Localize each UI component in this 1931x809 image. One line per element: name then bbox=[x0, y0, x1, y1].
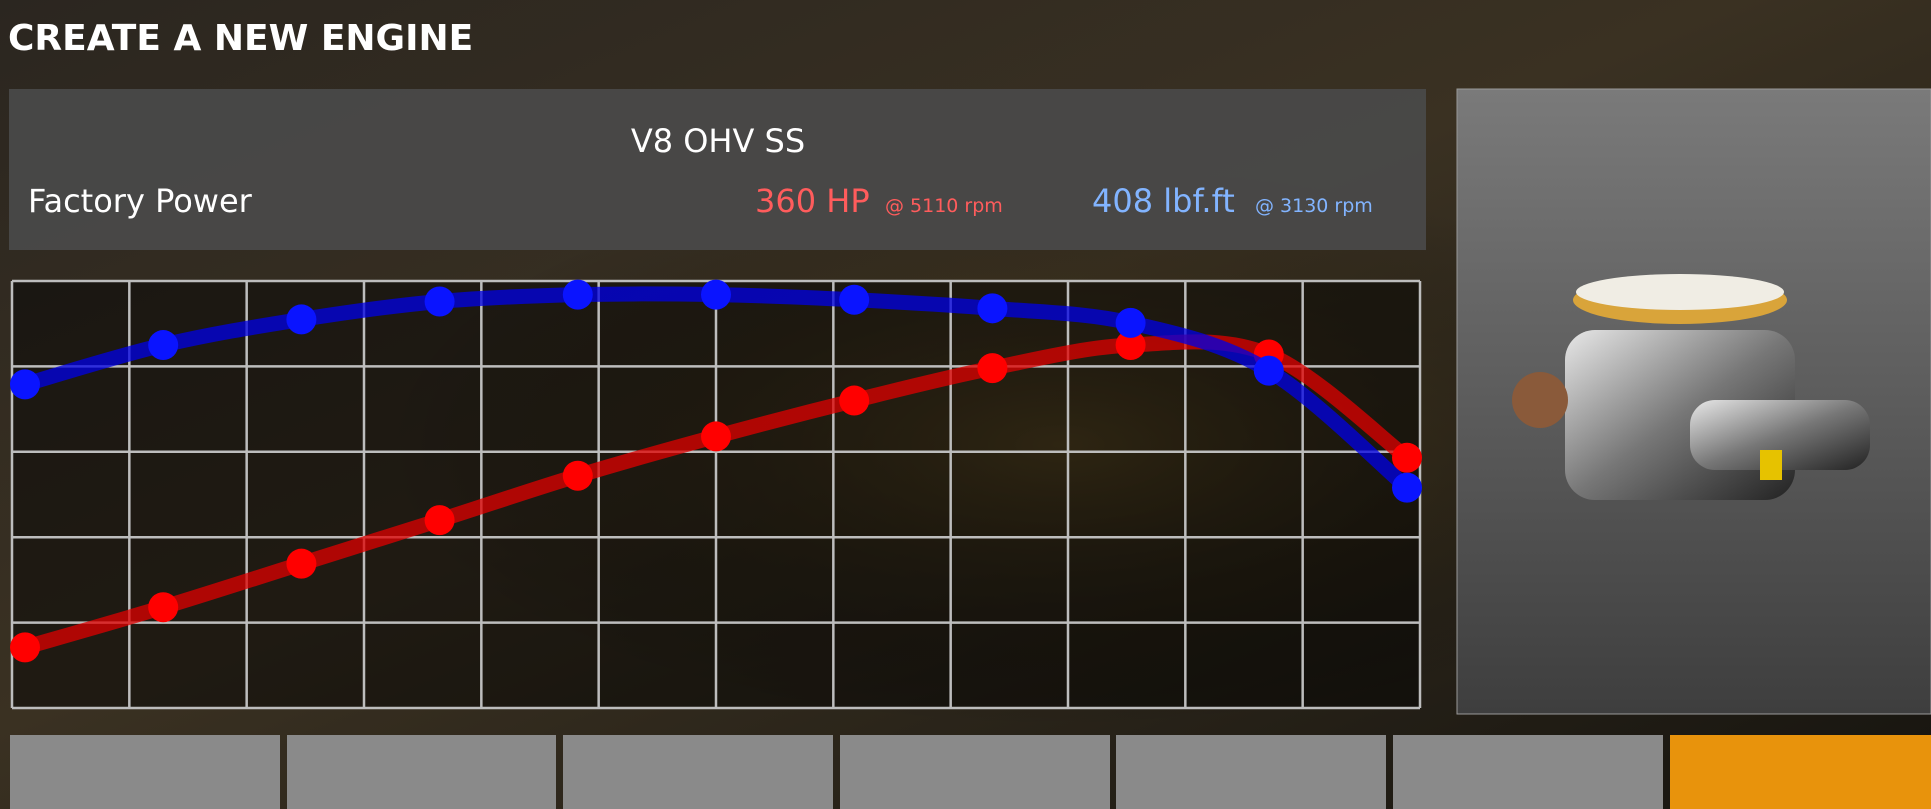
data-point bbox=[701, 279, 731, 310]
data-point bbox=[286, 304, 317, 335]
data-point bbox=[148, 330, 179, 361]
data-point bbox=[10, 369, 40, 400]
data-point bbox=[424, 286, 455, 317]
tile-row bbox=[10, 735, 1931, 809]
data-point bbox=[839, 284, 870, 315]
power-value: 360 HP bbox=[755, 182, 870, 220]
data-point bbox=[1392, 442, 1422, 473]
tile[interactable] bbox=[563, 735, 833, 809]
data-point bbox=[977, 293, 1008, 324]
torque-rpm: @ 3130 rpm bbox=[1255, 195, 1373, 217]
data-point bbox=[286, 548, 317, 579]
data-point bbox=[977, 353, 1008, 384]
power-chart bbox=[10, 279, 1422, 710]
info-panel bbox=[9, 89, 1426, 250]
data-point bbox=[839, 385, 870, 416]
data-point bbox=[1115, 330, 1146, 361]
data-point bbox=[1253, 355, 1284, 386]
engine-name: V8 OHV SS bbox=[631, 122, 805, 160]
tile[interactable] bbox=[10, 735, 280, 809]
torque-value: 408 lbf.ft bbox=[1092, 182, 1235, 220]
data-point bbox=[1392, 472, 1422, 503]
tile[interactable] bbox=[1116, 735, 1386, 809]
data-point bbox=[701, 421, 731, 452]
power-label: Factory Power bbox=[28, 182, 253, 220]
transmission bbox=[1690, 400, 1870, 470]
data-point bbox=[1115, 307, 1146, 338]
tile[interactable] bbox=[1393, 735, 1663, 809]
tile[interactable] bbox=[840, 735, 1110, 809]
data-point bbox=[562, 279, 593, 310]
fan bbox=[1512, 372, 1568, 428]
power-rpm: @ 5110 rpm bbox=[885, 195, 1003, 217]
detail bbox=[1760, 450, 1782, 480]
engine-model bbox=[1512, 274, 1870, 500]
data-point bbox=[148, 592, 179, 623]
data-point bbox=[562, 460, 593, 491]
page-title: CREATE A NEW ENGINE bbox=[8, 18, 473, 59]
data-point bbox=[10, 632, 40, 663]
air-filter-top bbox=[1576, 274, 1784, 310]
tile[interactable] bbox=[287, 735, 556, 809]
data-point bbox=[424, 505, 455, 536]
tile-selected[interactable] bbox=[1670, 735, 1931, 809]
